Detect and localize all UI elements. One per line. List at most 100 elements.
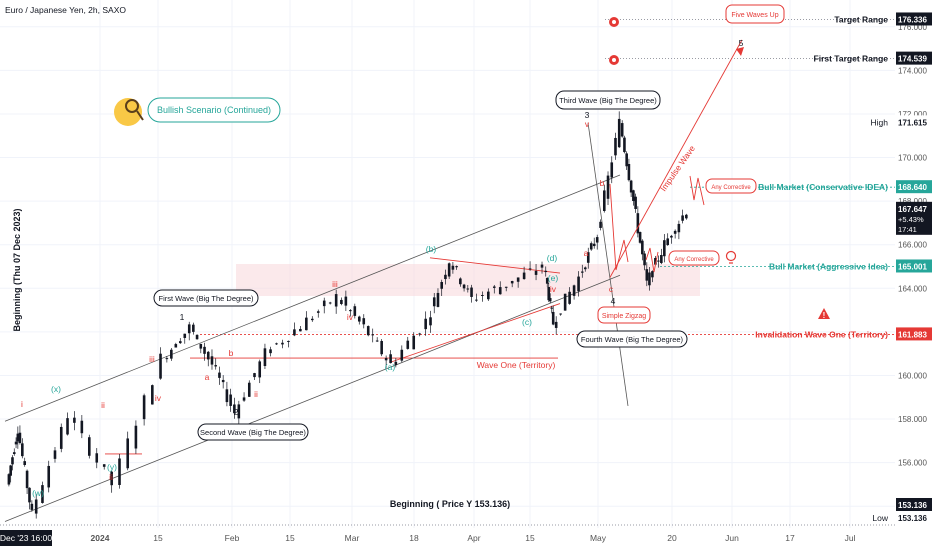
wave-mark: (d) <box>547 253 558 263</box>
price-line-label: First Target Range <box>814 54 889 64</box>
candle-body <box>14 441 18 445</box>
candle-body <box>281 342 284 345</box>
candle-body <box>394 361 398 366</box>
candle-body <box>459 278 462 285</box>
candle-body <box>614 137 617 156</box>
price-tag-value: 161.883 <box>898 330 927 339</box>
candle-body <box>195 334 199 340</box>
candle-body <box>263 348 267 367</box>
candle-body <box>322 300 326 307</box>
candle-body <box>41 485 44 503</box>
candle-body <box>568 291 571 304</box>
candle-body <box>424 318 427 330</box>
candle-body <box>87 437 91 456</box>
candle-body <box>663 240 666 257</box>
price-tag-extra: 17:41 <box>898 225 917 234</box>
candle-body <box>563 293 567 311</box>
candle-body <box>199 343 203 349</box>
beginning-price-label: Beginning ( Price Y 153.136) <box>390 499 510 509</box>
candle-body <box>165 358 169 360</box>
y-tick-label: 160.000 <box>898 371 927 380</box>
price-tag-extra: +5.43% <box>898 215 924 224</box>
candle-body <box>440 281 444 289</box>
wave-mark: (a) <box>385 362 396 372</box>
wave-mark: (e) <box>548 273 559 283</box>
candle-body <box>178 341 182 344</box>
triangle-top <box>429 257 561 274</box>
x-tick-label: May <box>590 533 607 543</box>
price-tag-1 <box>896 51 932 65</box>
wave-mark: (w) <box>32 488 44 498</box>
candle-body <box>638 232 642 243</box>
price-line-label: Bull Market (Aggressive Idea) <box>769 261 888 271</box>
candle-body <box>237 404 241 419</box>
candle-body <box>510 280 514 284</box>
candle-body <box>648 272 651 286</box>
any-corrective-1-box <box>705 178 757 194</box>
candle-body <box>28 487 31 503</box>
y-tick-label: 172.000 <box>898 110 927 119</box>
candle-body <box>258 361 262 378</box>
candle-body <box>610 162 614 178</box>
y-tick-label: 170.000 <box>898 154 927 163</box>
candle-body <box>11 457 14 465</box>
candle-body <box>625 153 628 167</box>
bulb-icon <box>725 250 737 262</box>
candle-body <box>681 215 684 221</box>
candle-body <box>218 372 221 378</box>
candle-body <box>21 443 24 457</box>
candle-body <box>380 340 383 355</box>
bullish-scenario-badge-box <box>147 97 281 123</box>
any-corrective-2-box <box>668 250 720 266</box>
candle-body <box>102 464 106 467</box>
candle-body <box>432 297 436 307</box>
wave-mark: a <box>205 372 210 382</box>
price-tag-6 <box>896 327 932 341</box>
candle-body <box>25 470 29 489</box>
any-corrective-2: Any Corrective <box>674 257 714 263</box>
wave-mark: 4 <box>611 296 616 306</box>
wave-mark: iv <box>550 284 557 294</box>
zigzag-fourth <box>609 183 629 271</box>
candle-body <box>447 263 451 277</box>
candle-body <box>299 328 302 332</box>
x-tick-label: Feb <box>225 533 240 543</box>
candle-body <box>685 214 688 219</box>
wave-mark: 3 <box>585 110 590 120</box>
candle-body <box>548 298 552 302</box>
candle-body <box>620 123 624 137</box>
candle-body <box>328 302 332 304</box>
candle-body <box>406 340 410 349</box>
candle-body <box>110 471 113 486</box>
third-wave-callout-box <box>555 90 661 110</box>
time-tag <box>0 530 52 546</box>
candle-body <box>126 438 130 469</box>
corrective-diagonal <box>587 122 629 407</box>
five-waves-badge: Five Waves Up <box>731 12 778 19</box>
chart-title: Euro / Japanese Yen, 2h, SAXO <box>5 5 126 15</box>
candle-body <box>636 213 640 234</box>
price-tag-8 <box>896 511 932 524</box>
candle-body <box>466 288 470 290</box>
x-tick-label: 17 <box>785 533 795 543</box>
candle-body <box>516 277 520 282</box>
candle-body <box>247 382 251 397</box>
channel-upper <box>4 174 621 422</box>
candle-body <box>275 343 278 345</box>
y-tick-label: 174.000 <box>898 66 927 75</box>
candle-body <box>654 257 657 265</box>
wave-mark: ii <box>109 472 113 482</box>
candle-body <box>455 266 458 268</box>
candle-body <box>340 299 343 305</box>
price-tag-value: 176.336 <box>898 15 927 24</box>
candle-body <box>53 450 57 459</box>
candle-body <box>18 432 22 444</box>
magnifier-lens <box>125 99 139 113</box>
triangle-bottom <box>389 303 561 363</box>
wave-mark: b <box>229 348 234 358</box>
candle-body <box>589 243 593 250</box>
price-line-label: Low <box>872 513 888 523</box>
candle-body <box>554 321 558 328</box>
